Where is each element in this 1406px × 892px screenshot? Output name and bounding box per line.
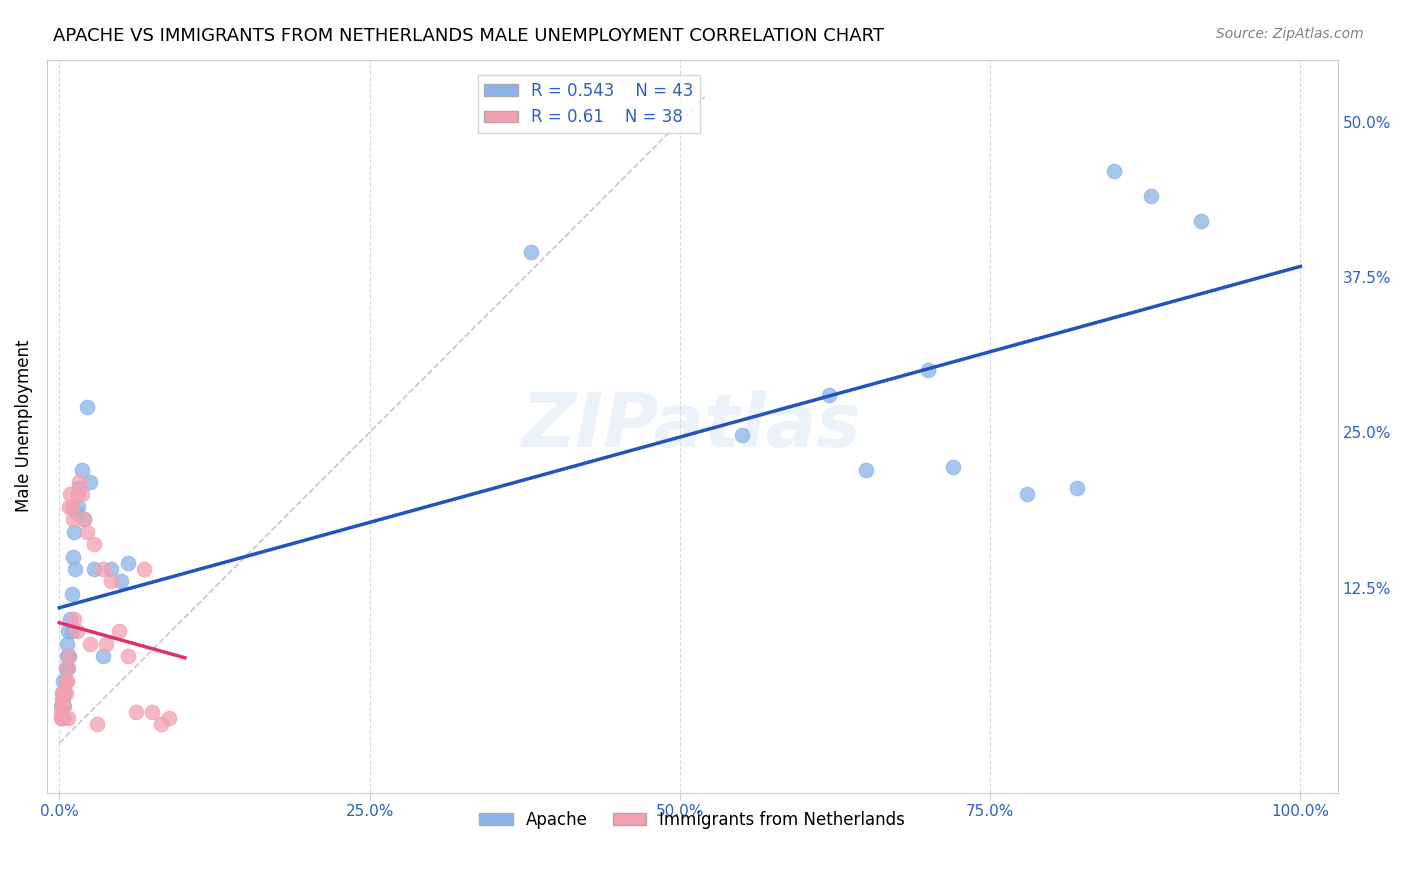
- Point: [91, 562, 114, 576]
- Point: [855, 462, 877, 476]
- Point: [1102, 164, 1125, 178]
- Point: [67, 475, 90, 489]
- Point: [51, 686, 73, 700]
- Point: [56, 624, 79, 639]
- Y-axis label: Male Unemployment: Male Unemployment: [15, 340, 32, 512]
- Point: [59, 612, 82, 626]
- Point: [917, 363, 939, 377]
- Point: [55, 661, 77, 675]
- Point: [70, 487, 93, 501]
- Point: [49, 705, 72, 719]
- Point: [1189, 214, 1212, 228]
- Text: APACHE VS IMMIGRANTS FROM NETHERLANDS MALE UNEMPLOYMENT CORRELATION CHART: APACHE VS IMMIGRANTS FROM NETHERLANDS MA…: [53, 27, 884, 45]
- Point: [49, 698, 72, 713]
- Text: Source: ZipAtlas.com: Source: ZipAtlas.com: [1216, 27, 1364, 41]
- Point: [76, 401, 98, 415]
- Point: [49, 711, 72, 725]
- Point: [62, 549, 84, 564]
- Point: [55, 648, 77, 663]
- Point: [55, 673, 77, 688]
- Point: [51, 698, 73, 713]
- Point: [63, 612, 86, 626]
- Point: [73, 512, 96, 526]
- Point: [56, 661, 79, 675]
- Point: [66, 500, 89, 514]
- Point: [1140, 189, 1163, 203]
- Point: [58, 648, 80, 663]
- Point: [83, 537, 105, 551]
- Point: [63, 524, 86, 539]
- Point: [66, 506, 89, 520]
- Point: [62, 512, 84, 526]
- Point: [1017, 487, 1039, 501]
- Point: [817, 388, 839, 402]
- Point: [86, 717, 108, 731]
- Point: [70, 462, 93, 476]
- Point: [66, 487, 89, 501]
- Point: [96, 636, 118, 650]
- Point: [55, 636, 77, 650]
- Point: [53, 711, 76, 725]
- Point: [79, 636, 101, 650]
- Point: [53, 698, 76, 713]
- Point: [52, 673, 75, 688]
- Point: [731, 427, 754, 442]
- Point: [60, 500, 83, 514]
- Point: [117, 556, 139, 570]
- Point: [51, 711, 73, 725]
- Point: [59, 487, 82, 501]
- Point: [100, 562, 122, 576]
- Point: [58, 500, 80, 514]
- Point: [520, 245, 543, 260]
- Point: [141, 705, 163, 719]
- Point: [132, 562, 155, 576]
- Legend: Apache, Immigrants from Netherlands: Apache, Immigrants from Netherlands: [472, 805, 912, 836]
- Point: [52, 692, 75, 706]
- Point: [65, 562, 87, 576]
- Point: [52, 698, 75, 713]
- Point: [55, 661, 77, 675]
- Point: [125, 705, 148, 719]
- Point: [108, 624, 131, 639]
- Point: [1066, 481, 1088, 495]
- Point: [60, 624, 83, 639]
- Point: [100, 574, 122, 589]
- Point: [56, 711, 79, 725]
- Point: [91, 648, 114, 663]
- Point: [150, 717, 173, 731]
- Point: [67, 481, 90, 495]
- Point: [83, 562, 105, 576]
- Point: [51, 692, 73, 706]
- Point: [66, 624, 89, 639]
- Point: [79, 475, 101, 489]
- Point: [55, 673, 77, 688]
- Point: [60, 587, 83, 601]
- Point: [110, 574, 132, 589]
- Point: [157, 711, 180, 725]
- Point: [942, 460, 965, 475]
- Point: [52, 686, 75, 700]
- Point: [55, 673, 77, 688]
- Point: [117, 648, 139, 663]
- Point: [53, 686, 76, 700]
- Text: ZIPatlas: ZIPatlas: [522, 390, 862, 463]
- Point: [55, 686, 77, 700]
- Point: [56, 648, 79, 663]
- Point: [73, 512, 96, 526]
- Point: [76, 524, 98, 539]
- Point: [53, 686, 76, 700]
